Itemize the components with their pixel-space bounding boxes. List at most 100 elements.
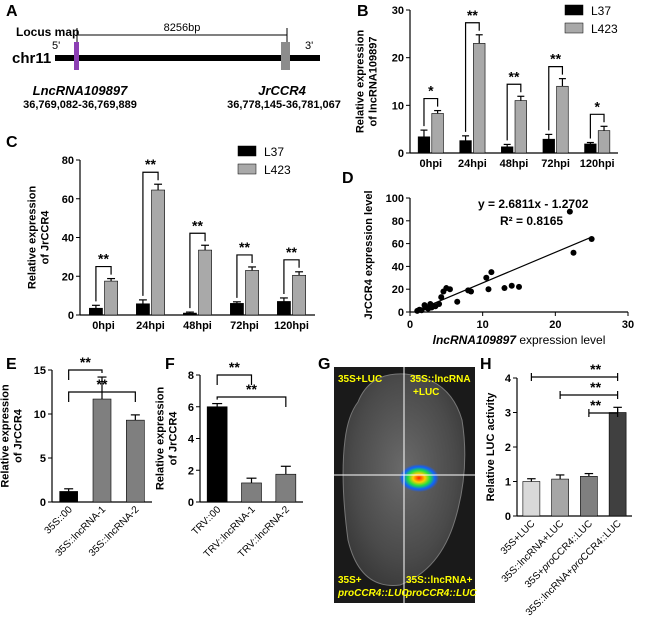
significance-label: **	[590, 397, 601, 413]
chart-b: 0 10 20 30 Relative expressionof lncRNA10989…	[355, 4, 619, 170]
x-tick-label: 120hpi	[274, 320, 309, 332]
bar-l37	[183, 312, 197, 316]
lncrna-gene-name: LncRNA109897	[33, 83, 128, 98]
luminescence-signal	[399, 464, 439, 492]
bar-l37	[89, 307, 103, 316]
y-tick-label: 100	[386, 193, 404, 205]
bar	[275, 473, 297, 503]
significance-label: **	[80, 354, 91, 370]
significance-label: **	[590, 361, 601, 377]
x-tick-label: 0hpi	[419, 158, 442, 170]
data-point	[468, 288, 475, 295]
bar	[59, 491, 78, 503]
significance-bracket	[548, 66, 564, 131]
bar-l423	[556, 85, 569, 154]
bar-l37	[417, 136, 431, 154]
bar	[580, 476, 598, 517]
x-tick-label: 0hpi	[92, 320, 115, 332]
significance-bracket	[506, 83, 522, 141]
y-tick-label: 4	[505, 373, 512, 385]
significance-label: **	[98, 251, 109, 267]
three-prime-label: 3'	[305, 40, 313, 52]
significance-bracket	[189, 232, 206, 309]
significance-bracket	[68, 391, 136, 402]
bar	[241, 482, 262, 503]
legend-swatch-l37	[564, 4, 584, 16]
panel-label: F	[165, 356, 175, 373]
y-axis-title-line: Relative LUC activity	[485, 392, 497, 502]
significance-bracket	[142, 171, 159, 296]
significance-bracket	[68, 369, 103, 380]
y-tick-label: 0	[40, 497, 46, 509]
quadrant-label-lncrna-luc: 35S::lncRNA	[410, 374, 471, 385]
y-axis-title-line: Relative expression	[0, 384, 12, 488]
y-tick-label: 0	[505, 511, 511, 523]
panel-label: D	[342, 170, 354, 187]
bar-l423	[473, 43, 486, 154]
lncrna-gene-coords: 36,769,082-36,769,889	[23, 99, 137, 111]
quadrant-label-lncrna-luc-line2: +LUC	[413, 387, 439, 398]
significance-label: **	[239, 239, 250, 255]
data-point	[488, 269, 495, 276]
x-tick-label: 24hpi	[136, 320, 165, 332]
data-point	[454, 298, 461, 305]
chart-c: 0 20 40 60 80 Relative expressionof JrCCR4 ** 0…	[27, 145, 315, 332]
y-tick-label: 15	[34, 365, 46, 377]
y-tick-label: 4	[188, 434, 195, 446]
y-axis-title-line: of lncRNA109897	[368, 37, 380, 127]
bar-l37	[230, 303, 244, 316]
significance-bracket	[283, 259, 300, 294]
significance-label: *	[428, 83, 434, 99]
data-point	[446, 286, 453, 293]
bar	[522, 481, 541, 517]
y-axis-title: Relative expressionof lncRNA109897	[355, 30, 380, 134]
y-tick-label: 60	[62, 194, 74, 206]
y-tick-label: 10	[34, 409, 46, 421]
y-axis-title-line: of JrCCR4	[13, 408, 25, 463]
regression-line	[416, 236, 592, 312]
significance-label: **	[145, 156, 156, 172]
significance-bracket	[95, 265, 112, 302]
significance-label: **	[229, 359, 240, 375]
x-tick-label: 72hpi	[230, 320, 259, 332]
y-tick-label: 2	[505, 442, 511, 454]
x-axis-title-gene: lncRNA109897	[433, 333, 518, 347]
y-axis-title: Relative expressionof JrCCR4	[155, 387, 180, 491]
data-point	[570, 249, 577, 256]
x-tick-label: 48hpi	[500, 158, 529, 170]
significance-bracket	[216, 396, 287, 407]
five-prime-label: 5'	[52, 40, 60, 52]
y-tick-label: 40	[392, 261, 404, 273]
jrccr4-gene-name: JrCCR4	[258, 83, 306, 98]
bar-l423	[597, 130, 611, 154]
x-tick-label: 24hpi	[458, 158, 487, 170]
y-tick-label: 3	[505, 408, 511, 420]
x-tick-label: 30	[622, 319, 634, 331]
bar-l37	[584, 143, 597, 154]
bar	[126, 419, 145, 503]
x-tick-label: 120hpi	[580, 158, 615, 170]
regression-equation: y = 2.6811x - 1.2702	[478, 197, 589, 211]
bar-l423	[104, 280, 118, 316]
data-point	[436, 301, 443, 308]
y-axis-title-line: Relative expression	[155, 387, 167, 491]
bar-l37	[136, 303, 150, 316]
significance-label: **	[550, 51, 561, 67]
data-point	[588, 236, 595, 243]
legend-label: L423	[264, 163, 291, 177]
x-tick-label: 35S::00	[43, 504, 75, 536]
y-tick-label: 20	[392, 53, 404, 65]
y-tick-label: 80	[392, 216, 404, 228]
y-axis-title-line: Relative expression	[27, 186, 39, 290]
panel-label: H	[480, 356, 492, 373]
significance-bracket	[216, 374, 253, 385]
y-tick-label: 8	[188, 370, 194, 382]
panel-label: A	[6, 3, 18, 20]
significance-label: **	[97, 376, 108, 392]
chart-d: 0 20 40 60 80 100 0 10 20 30 JrCCR4 expression lev…	[363, 190, 634, 347]
distance-label: 8256bp	[164, 22, 201, 34]
